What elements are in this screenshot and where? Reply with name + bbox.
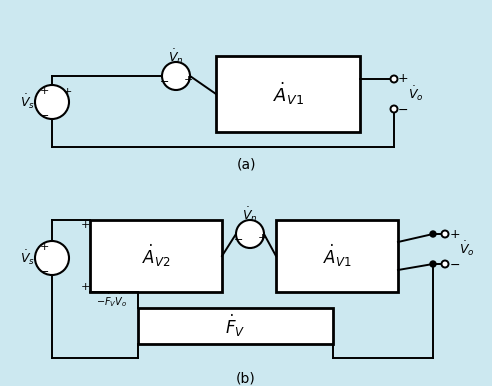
Text: $\dot{V}_o$: $\dot{V}_o$ — [408, 85, 424, 103]
Text: (b): (b) — [236, 371, 256, 385]
Text: +: + — [398, 73, 408, 86]
Circle shape — [430, 261, 436, 267]
Text: +: + — [80, 220, 90, 230]
Circle shape — [441, 261, 449, 267]
Text: $\dot{V}_s$: $\dot{V}_s$ — [21, 93, 35, 111]
Text: $-$: $-$ — [398, 103, 408, 115]
Text: +: + — [450, 227, 461, 240]
Circle shape — [391, 105, 398, 112]
Circle shape — [441, 230, 449, 237]
Text: $\dot{A}_{V2}$: $\dot{A}_{V2}$ — [142, 243, 170, 269]
Text: (a): (a) — [236, 158, 256, 172]
Text: $-$: $-$ — [159, 75, 169, 85]
Text: +: + — [80, 282, 90, 292]
Text: +: + — [39, 242, 49, 252]
Text: $-$: $-$ — [39, 109, 49, 119]
Circle shape — [236, 220, 264, 248]
FancyBboxPatch shape — [216, 56, 360, 132]
Text: $\dot{V}_n$: $\dot{V}_n$ — [168, 48, 184, 66]
Text: $\dot{F}_V$: $\dot{F}_V$ — [225, 313, 246, 339]
Circle shape — [162, 62, 190, 90]
Text: $-\dot{F}_V\dot{V}_o$: $-\dot{F}_V\dot{V}_o$ — [96, 293, 127, 310]
FancyBboxPatch shape — [90, 220, 222, 292]
Text: $\dot{V}_s$: $\dot{V}_s$ — [21, 249, 35, 267]
Text: $-$: $-$ — [449, 257, 461, 271]
Text: $\dot{A}_{V1}$: $\dot{A}_{V1}$ — [273, 81, 304, 107]
Circle shape — [391, 76, 398, 83]
Text: $-$: $-$ — [39, 265, 49, 275]
Text: +: + — [257, 233, 267, 243]
Circle shape — [35, 241, 69, 275]
FancyBboxPatch shape — [276, 220, 398, 292]
Text: +: + — [62, 87, 72, 97]
Text: +: + — [39, 86, 49, 96]
Text: $\dot{A}_{V1}$: $\dot{A}_{V1}$ — [323, 243, 351, 269]
Circle shape — [35, 85, 69, 119]
Text: $\dot{V}_o$: $\dot{V}_o$ — [459, 240, 475, 258]
Text: $-$: $-$ — [233, 233, 243, 243]
Circle shape — [430, 231, 436, 237]
FancyBboxPatch shape — [138, 308, 333, 344]
Text: $\dot{V}_n$: $\dot{V}_n$ — [242, 206, 258, 224]
Text: +: + — [184, 75, 193, 85]
